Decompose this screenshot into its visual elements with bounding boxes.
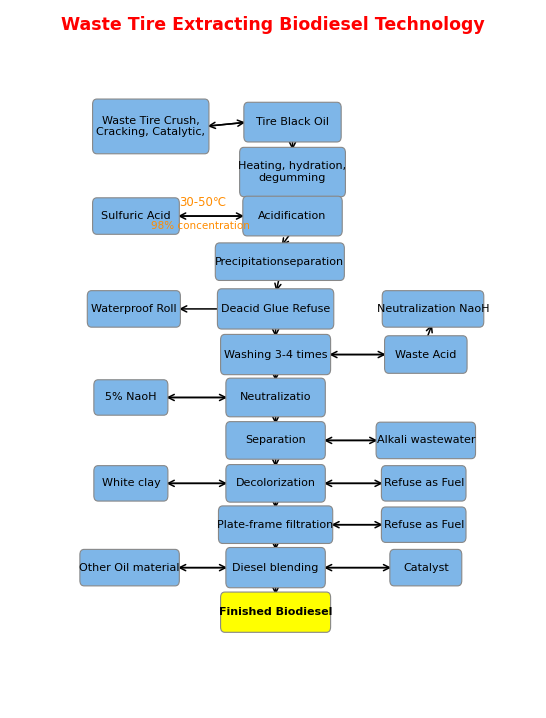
Text: Acidification: Acidification: [258, 211, 327, 221]
FancyBboxPatch shape: [215, 243, 345, 281]
Text: Waste Tire Extracting Biodiesel Technology: Waste Tire Extracting Biodiesel Technolo…: [61, 16, 485, 34]
Text: Catalyst: Catalyst: [403, 563, 449, 573]
Text: Heating, hydration,
degumming: Heating, hydration, degumming: [239, 162, 347, 183]
Text: Tire Black Oil: Tire Black Oil: [256, 117, 329, 127]
Text: Waste Acid: Waste Acid: [395, 350, 456, 360]
FancyBboxPatch shape: [384, 336, 467, 373]
FancyBboxPatch shape: [382, 291, 484, 327]
Text: Other Oil material: Other Oil material: [79, 563, 180, 573]
Text: Decolorization: Decolorization: [235, 478, 316, 488]
Text: White clay: White clay: [102, 478, 161, 488]
FancyBboxPatch shape: [226, 421, 325, 460]
FancyBboxPatch shape: [244, 102, 341, 142]
FancyBboxPatch shape: [217, 289, 334, 329]
FancyBboxPatch shape: [94, 466, 168, 501]
FancyBboxPatch shape: [87, 291, 180, 327]
FancyBboxPatch shape: [226, 465, 325, 502]
FancyBboxPatch shape: [240, 147, 346, 197]
FancyBboxPatch shape: [381, 466, 466, 501]
Text: Waste Tire Crush,
Cracking, Catalytic,: Waste Tire Crush, Cracking, Catalytic,: [96, 116, 205, 137]
Text: Deacid Glue Refuse: Deacid Glue Refuse: [221, 304, 330, 314]
Text: Neutralization NaoH: Neutralization NaoH: [377, 304, 489, 314]
Text: Waterproof Roll: Waterproof Roll: [91, 304, 177, 314]
Text: Separation: Separation: [245, 435, 306, 445]
Text: Diesel blending: Diesel blending: [233, 563, 319, 573]
FancyBboxPatch shape: [243, 196, 342, 236]
FancyBboxPatch shape: [390, 549, 462, 586]
FancyBboxPatch shape: [94, 380, 168, 415]
Text: 98% concentration: 98% concentration: [151, 220, 250, 230]
Text: Refuse as Fuel: Refuse as Fuel: [383, 478, 464, 488]
FancyBboxPatch shape: [93, 197, 179, 234]
Text: Washing 3-4 times: Washing 3-4 times: [224, 350, 328, 360]
Text: 30-50℃: 30-50℃: [179, 196, 227, 209]
FancyBboxPatch shape: [376, 422, 476, 459]
Text: Sulfuric Acid: Sulfuric Acid: [101, 211, 171, 221]
Text: Finished Biodiesel: Finished Biodiesel: [219, 607, 333, 617]
Text: 5% NaoH: 5% NaoH: [105, 393, 157, 403]
FancyBboxPatch shape: [93, 99, 209, 154]
FancyBboxPatch shape: [80, 549, 179, 586]
Text: Neutralizatio: Neutralizatio: [240, 393, 311, 403]
Text: Refuse as Fuel: Refuse as Fuel: [383, 520, 464, 530]
FancyBboxPatch shape: [226, 378, 325, 417]
FancyBboxPatch shape: [218, 506, 333, 544]
FancyBboxPatch shape: [221, 335, 331, 375]
FancyBboxPatch shape: [226, 548, 325, 588]
Text: Precipitationseparation: Precipitationseparation: [215, 256, 345, 266]
FancyBboxPatch shape: [221, 592, 331, 633]
Text: Plate-frame filtration: Plate-frame filtration: [217, 520, 334, 530]
FancyBboxPatch shape: [381, 507, 466, 542]
Text: Alkali wastewater: Alkali wastewater: [377, 435, 475, 445]
